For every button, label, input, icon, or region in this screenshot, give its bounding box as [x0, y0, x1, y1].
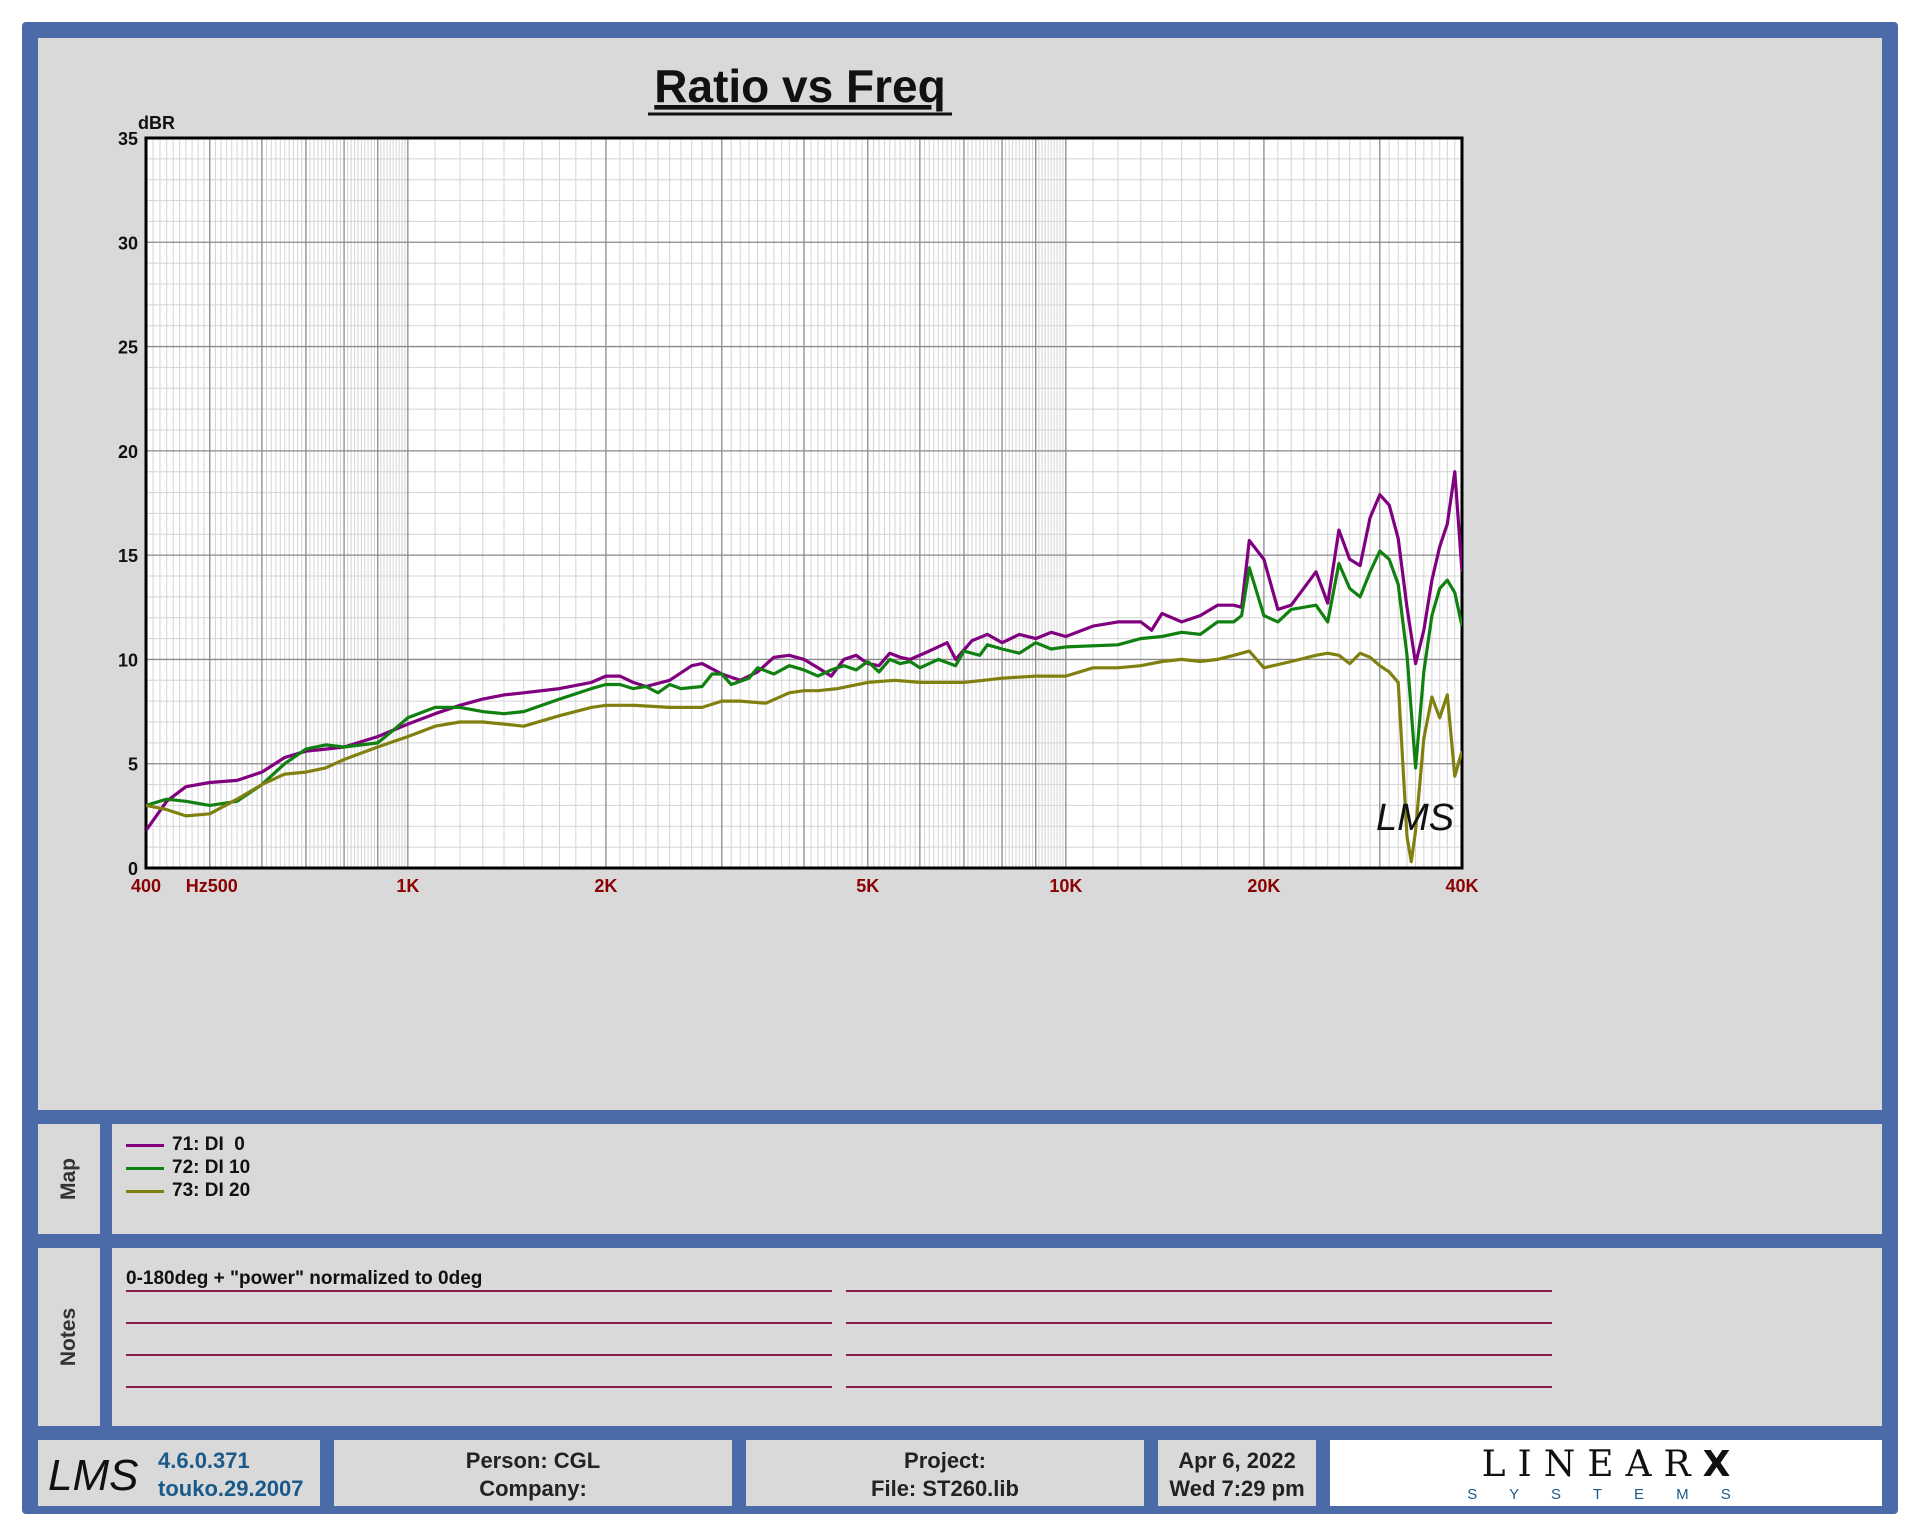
- footer-person-box: Person: CGL Company:: [334, 1440, 732, 1506]
- footer-brand-box: LINEARX S Y S T E M S: [1330, 1440, 1882, 1506]
- note-line: [126, 1386, 832, 1388]
- note-line: [846, 1322, 1552, 1324]
- note-line: [126, 1354, 832, 1356]
- note-line: [126, 1322, 832, 1324]
- notes-text[interactable]: 0-180deg + "power" normalized to 0deg: [126, 1268, 483, 1289]
- lms-logo-text: LMS: [48, 1451, 138, 1500]
- plot-border: [144, 136, 1464, 870]
- legend-label: 72: DI 10: [172, 1157, 251, 1178]
- legend-swatch: [126, 1143, 164, 1147]
- build-date: touko.29.2007: [158, 1476, 304, 1501]
- x-tick-label: 500: [208, 876, 238, 896]
- x-tick-label: 400: [131, 876, 161, 896]
- y-axis-unit-label: dBR: [138, 113, 175, 133]
- linearx-logo-x: X: [1702, 1444, 1731, 1485]
- y-tick-label: 10: [118, 650, 138, 670]
- file-field: File: ST260.lib: [871, 1476, 1019, 1501]
- legend-swatch: [126, 1166, 164, 1170]
- time-field: Wed 7:29 pm: [1169, 1476, 1305, 1501]
- note-line: [846, 1386, 1552, 1388]
- version-number: 4.6.0.371: [158, 1448, 250, 1473]
- y-tick-label: 35: [118, 129, 138, 149]
- chart-panel: Ratio vs Freq dBR 0 5 10 15 20 25 30 35 400 Hz 500…: [38, 38, 1882, 1110]
- chart-title: Ratio vs Freq: [654, 60, 945, 112]
- x-tick-label: 2K: [594, 876, 617, 896]
- company-field: Company:: [479, 1476, 587, 1501]
- chart-grid: [146, 137, 1462, 869]
- note-line: [846, 1354, 1552, 1356]
- note-line: [846, 1290, 1552, 1292]
- legend-label: 73: DI 20: [172, 1180, 251, 1201]
- notes-panel: 0-180deg + "power" normalized to 0deg: [112, 1248, 1882, 1426]
- map-label-panel: Map: [38, 1124, 100, 1234]
- series-line: [146, 549, 1462, 807]
- footer-project-box: Project: File: ST260.lib: [746, 1440, 1144, 1506]
- linearx-logo-text: LINEAR: [1481, 1444, 1703, 1485]
- series-line: [146, 470, 1462, 832]
- y-tick-label: 30: [118, 233, 138, 253]
- x-tick-label: 10K: [1049, 876, 1082, 896]
- linearx-logo: LINEARX: [1330, 1444, 1882, 1485]
- y-tick-label: 15: [118, 546, 138, 566]
- x-tick-label: 20K: [1247, 876, 1280, 896]
- chart-series: [146, 470, 1462, 864]
- x-tick-label: 40K: [1445, 876, 1478, 896]
- notes-label-panel: Notes: [38, 1248, 100, 1426]
- legend-entry: 71: DI 0: [126, 1134, 245, 1156]
- footer-date-box: Apr 6, 2022 Wed 7:29 pm: [1158, 1440, 1316, 1506]
- x-tick-label: Hz: [186, 876, 208, 896]
- note-line: [126, 1290, 832, 1292]
- lms-watermark: LMS: [1376, 797, 1454, 839]
- x-tick-label: 1K: [396, 876, 419, 896]
- y-tick-label: 25: [118, 338, 138, 358]
- y-tick-label: 5: [128, 755, 138, 775]
- chart-svg: Ratio vs Freq dBR 0 5 10 15 20 25 30 35 400 Hz 500…: [118, 60, 1479, 896]
- linearx-systems-text: S Y S T E M S: [1467, 1486, 1745, 1503]
- person-field: Person: CGL: [465, 1448, 601, 1473]
- legend-entry: 72: DI 10: [126, 1157, 250, 1179]
- y-tick-label: 20: [118, 442, 138, 462]
- legend-swatch: [126, 1189, 164, 1193]
- date-field: Apr 6, 2022: [1178, 1448, 1296, 1473]
- chart-axes: 0 5 10 15 20 25 30 35 400 Hz 500 1K 2K 5K 10K 20K 40K: [118, 129, 1479, 896]
- legend-label: 71: DI 0: [172, 1134, 245, 1155]
- project-field: Project:: [904, 1448, 986, 1473]
- series-line: [146, 649, 1462, 864]
- notes-label: Notes: [56, 1307, 80, 1367]
- y-tick-label: 0: [128, 859, 138, 879]
- legend-panel: 71: DI 0 72: DI 10 73: DI 20: [112, 1124, 1882, 1234]
- legend-entry: 73: DI 20: [126, 1180, 250, 1202]
- lms-logo: LMS: [48, 1451, 138, 1500]
- app-frame: Ratio vs Freq dBR 0 5 10 15 20 25 30 35 400 Hz 500…: [22, 22, 1898, 1514]
- x-tick-label: 5K: [856, 876, 879, 896]
- footer-version-box: LMS 4.6.0.371 touko.29.2007: [38, 1440, 320, 1506]
- map-label: Map: [57, 1158, 80, 1200]
